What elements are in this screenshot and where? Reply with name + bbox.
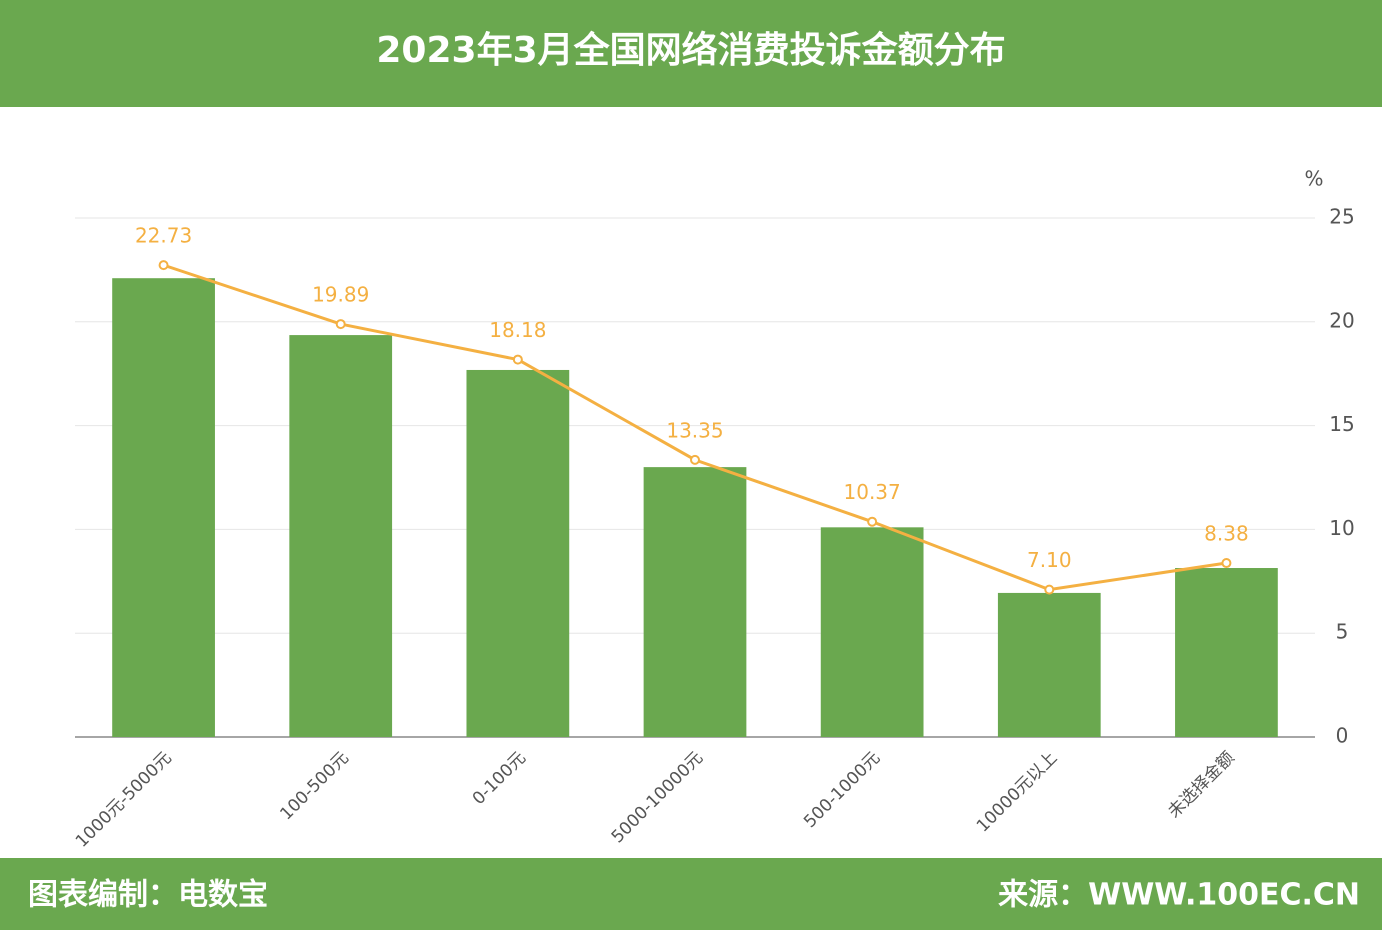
x-tick-label: 0-100元 bbox=[469, 748, 530, 809]
y-tick-label: 25 bbox=[1329, 205, 1354, 229]
y-tick-label: 10 bbox=[1329, 516, 1354, 540]
y-tick-label: 20 bbox=[1329, 308, 1354, 332]
line-point bbox=[335, 319, 346, 330]
line-point bbox=[690, 454, 700, 465]
x-tick-label: 未选择金额 bbox=[1164, 748, 1238, 822]
y-axis-label: % bbox=[1304, 167, 1323, 191]
y-tick-label: 0 bbox=[1336, 724, 1349, 748]
x-tick-label: 500-1000元 bbox=[800, 748, 884, 832]
data-label: 13.35 bbox=[666, 418, 723, 442]
data-label: 10.37 bbox=[844, 480, 901, 504]
footer-band bbox=[0, 858, 1382, 930]
chart-title: 2023年3月全国网络消费投诉金额分布 bbox=[376, 29, 1005, 71]
line-point bbox=[1221, 558, 1232, 569]
x-tick-label: 100-500元 bbox=[276, 748, 352, 824]
y-tick-label: 5 bbox=[1336, 620, 1349, 644]
line-point bbox=[867, 516, 878, 527]
bar bbox=[820, 527, 924, 737]
bar bbox=[466, 369, 570, 737]
bar bbox=[289, 335, 393, 737]
line-point bbox=[158, 260, 169, 271]
bar bbox=[997, 592, 1101, 737]
data-label: 18.18 bbox=[489, 318, 546, 342]
bar bbox=[112, 278, 215, 737]
bar bbox=[1175, 568, 1278, 737]
y-tick-label: 15 bbox=[1329, 412, 1354, 436]
data-label: 22.73 bbox=[135, 224, 192, 248]
x-tick-label: 5000-10000元 bbox=[608, 748, 707, 847]
x-tick-label: 10000元以上 bbox=[973, 748, 1061, 836]
bar bbox=[643, 467, 747, 737]
line-point bbox=[1044, 584, 1055, 595]
header-band bbox=[0, 0, 1382, 107]
data-label: 8.38 bbox=[1204, 522, 1249, 546]
data-label: 7.10 bbox=[1027, 548, 1072, 572]
data-label: 19.89 bbox=[312, 283, 369, 307]
footer-right: 来源：WWW.100EC.CN bbox=[998, 878, 1360, 913]
footer-left: 图表编制：电数宝 bbox=[28, 878, 268, 913]
line-point bbox=[512, 354, 523, 365]
x-tick-label: 1000元-5000元 bbox=[72, 748, 176, 852]
